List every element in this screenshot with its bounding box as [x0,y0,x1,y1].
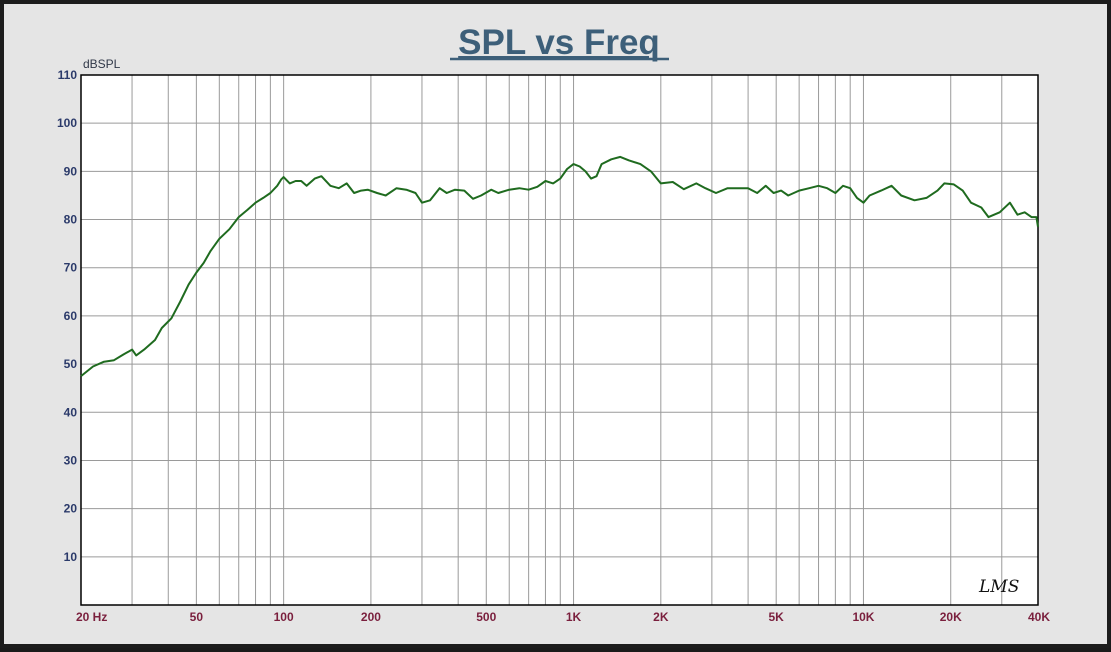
y-axis-label: dBSPL [83,57,121,71]
chart-title: SPL vs Freq [458,23,660,62]
x-tick-label: 200 [361,610,381,624]
x-tick-label: 1K [566,610,582,624]
x-tick-label: 20 Hz [76,610,107,624]
y-tick-label: 80 [64,213,78,227]
y-tick-label: 100 [57,116,77,130]
x-tick-label: 5K [769,610,785,624]
x-tick-label: 100 [274,610,294,624]
y-tick-label: 20 [64,502,78,516]
x-tick-label: 40K [1028,610,1050,624]
y-tick-label: 60 [64,309,78,323]
x-tick-label: 50 [190,610,204,624]
y-tick-label: 10 [64,550,78,564]
x-tick-label: 500 [476,610,496,624]
x-tick-label: 10K [852,610,874,624]
lms-logo: LMS [978,577,1019,597]
x-tick-label: 2K [653,610,669,624]
x-tick-label: 20K [940,610,962,624]
chart-canvas: SPL vs Freq dBSPL 110 100 90 80 70 60 50 40 30 20… [57,23,1050,624]
grid [81,75,1038,605]
series-group [80,155,1039,377]
spl-curve [80,155,1039,377]
y-tick-label: 50 [64,357,78,371]
x-tick-labels: 20 Hz 50 100 200 500 1K 2K 5K 10K 20K 40K [76,610,1050,624]
plot-area [81,75,1038,605]
y-tick-label: 30 [64,453,78,467]
y-tick-label: 40 [64,405,78,419]
plot-frame [80,74,1039,606]
y-tick-labels: 110 100 90 80 70 60 50 40 30 20 10 [57,68,77,564]
y-tick-label: 110 [58,68,78,82]
y-tick-label: 90 [64,164,78,178]
y-tick-label: 70 [64,261,78,275]
